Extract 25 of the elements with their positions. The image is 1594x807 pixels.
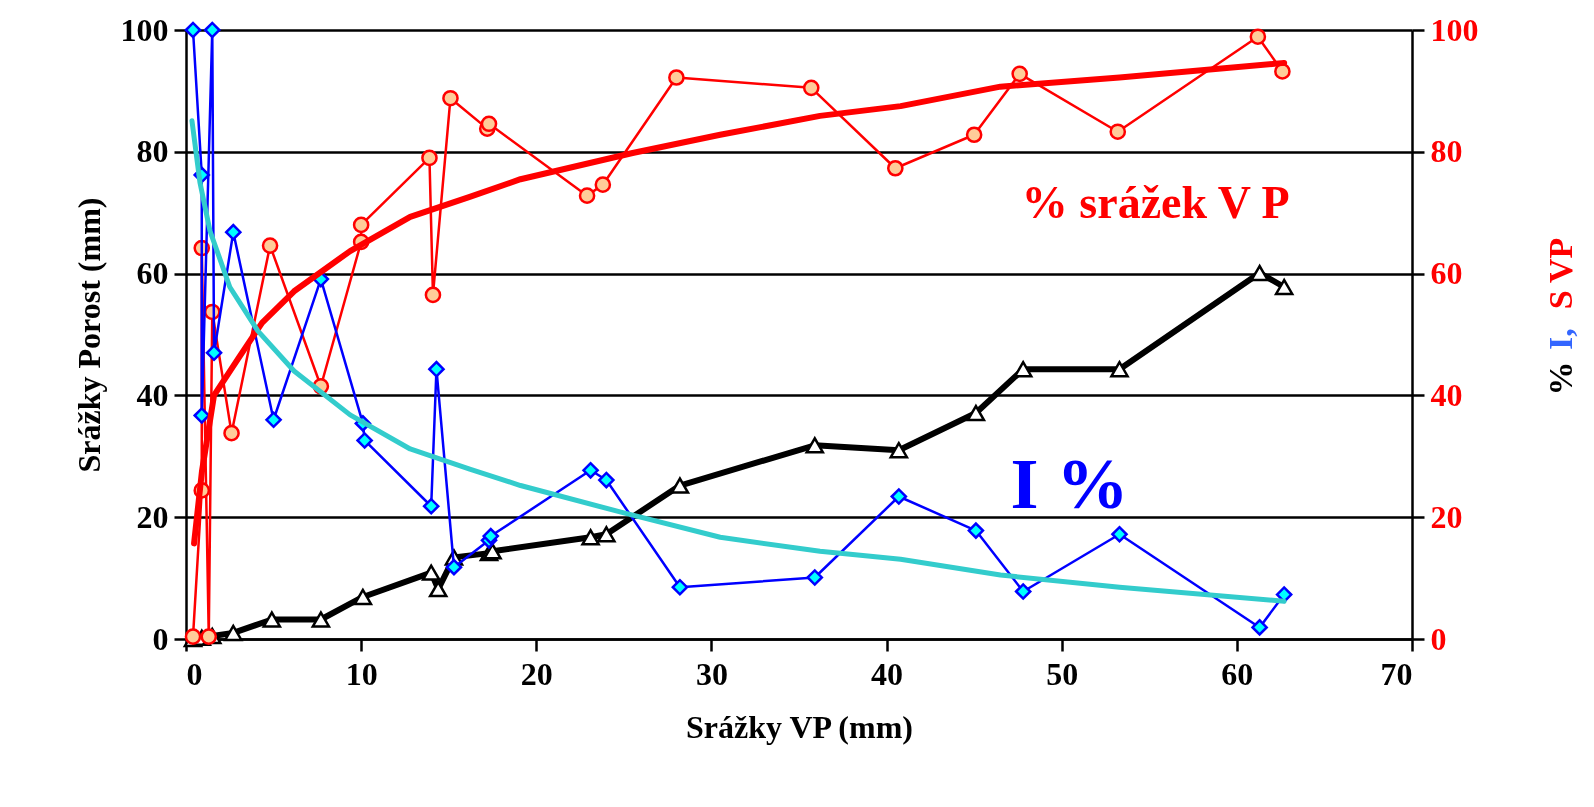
y2-tick-label: 20 <box>1430 498 1463 535</box>
y-tick-label: 20 <box>136 498 169 535</box>
x-tick-label: 60 <box>1221 655 1254 692</box>
series-label: I % <box>1010 444 1129 525</box>
x-tick-label: 20 <box>520 655 553 692</box>
y-tick-label: 60 <box>136 255 169 292</box>
x-tick-label: 50 <box>1046 655 1079 692</box>
y2-tick-label: 100 <box>1430 11 1479 48</box>
x-tick-label: 70 <box>1380 655 1413 692</box>
y-tick-label: 80 <box>136 133 169 170</box>
y2-tick-label: 60 <box>1430 255 1463 292</box>
x-tick-label: 30 <box>695 655 728 692</box>
y2-tick-label: 80 <box>1430 133 1463 170</box>
x-tick-label: 40 <box>871 655 904 692</box>
series-label: % srážek V P <box>1021 176 1290 228</box>
y-tick-label: 0 <box>152 620 169 657</box>
y-axis-title: Srážky Porost (mm) <box>70 197 107 473</box>
x-tick-label: 10 <box>345 655 378 692</box>
y-tick-label: 100 <box>120 11 169 48</box>
y-tick-label: 40 <box>136 376 169 413</box>
x-axis-title: Srážky VP (mm) <box>686 708 913 745</box>
y2-tick-label: 0 <box>1430 620 1447 657</box>
x-tick-label: 0 <box>186 655 203 692</box>
y2-tick-label: 40 <box>1430 376 1463 413</box>
y2-axis-title: % I, S VP <box>1542 237 1579 396</box>
